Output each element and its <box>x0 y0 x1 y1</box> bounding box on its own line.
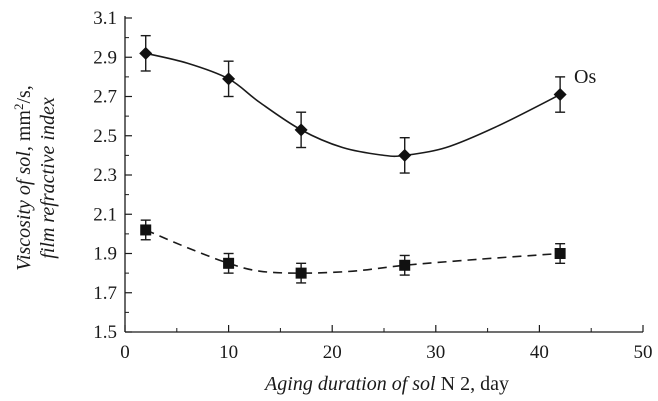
y-axis-title-units: , mm <box>13 110 35 152</box>
data-point-square <box>399 259 411 271</box>
y-axis-title-line1: Viscosity of sol, mm2/s, <box>11 85 36 271</box>
x-axis-title: Aging duration of sol N 2, day <box>263 373 509 395</box>
series-layer <box>139 34 567 284</box>
x-tick-label: 20 <box>323 342 342 363</box>
y-axis-title-line2: film refractive index <box>37 97 59 259</box>
data-point-square <box>223 257 235 269</box>
y-axis-title-units-end: /s, <box>13 85 35 103</box>
series-0-line <box>145 52 561 158</box>
data-point-diamond <box>398 148 412 162</box>
x-axis-title-italic: Aging duration of sol <box>263 373 436 395</box>
series-1 <box>140 219 566 284</box>
y-tick-label: 1.9 <box>93 244 117 265</box>
data-point-diamond <box>294 123 308 137</box>
y-tick-label: 2.1 <box>93 204 117 225</box>
series-0 <box>139 34 567 174</box>
y-tick-label: 2.5 <box>93 126 117 147</box>
axes: 0 10 20 30 40 50 1.5 1.7 1.9 2.1 2.3 2.5 2.7 2.9 3.1 <box>93 8 652 363</box>
x-tick-label: 40 <box>530 342 549 363</box>
data-point-square <box>140 224 152 236</box>
x-tick-label: 30 <box>426 342 445 363</box>
y-tick-label: 2.9 <box>93 47 117 68</box>
series-1-line <box>145 229 561 274</box>
x-tick-label: 50 <box>634 342 653 363</box>
y-tick-label: 2.7 <box>93 87 117 108</box>
data-point-diamond <box>222 72 236 86</box>
x-tick-label: 0 <box>120 342 130 363</box>
data-point-diamond <box>553 88 567 102</box>
y-axis-title-italic: Viscosity of sol <box>13 151 35 271</box>
series-annotation: Os <box>574 66 596 88</box>
y-tick-label: 1.7 <box>93 283 117 304</box>
x-axis-title-rest: N 2, day <box>436 373 509 395</box>
data-point-square <box>295 267 307 279</box>
data-point-diamond <box>139 46 153 60</box>
y-axis-title-superscript: 2 <box>11 104 26 111</box>
y-tick-label: 3.1 <box>93 8 117 29</box>
y-tick-label: 2.3 <box>93 165 117 186</box>
data-point-square <box>554 248 566 259</box>
y-tick-label: 1.5 <box>93 322 117 343</box>
x-tick-label: 10 <box>219 342 238 363</box>
y-axis-title: Viscosity of sol, mm2/s, film refractive… <box>11 85 60 271</box>
